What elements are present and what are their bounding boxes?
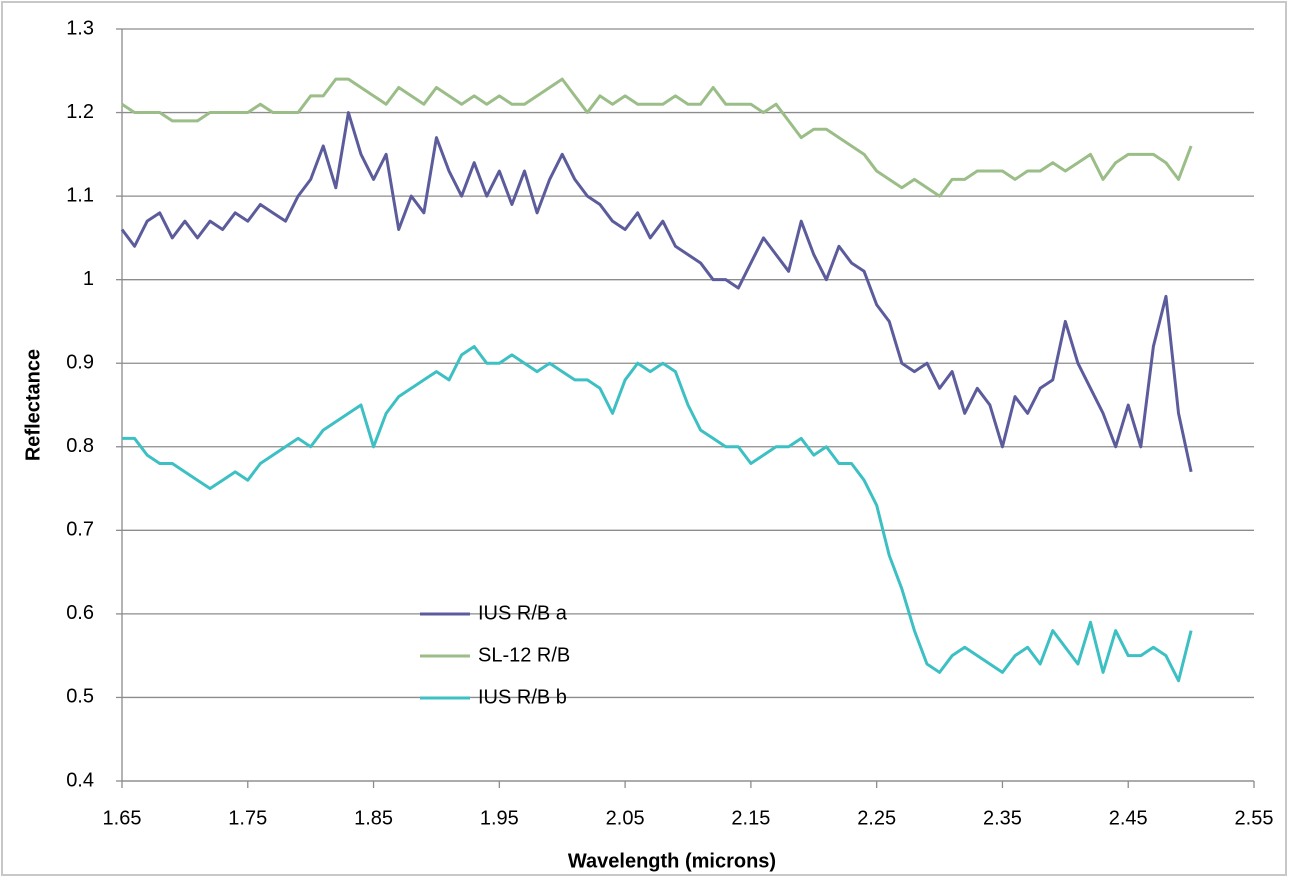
- y-tick-label: 0.9: [66, 352, 94, 374]
- x-tick-label: 1.65: [103, 807, 142, 829]
- y-tick-label: 1.1: [66, 184, 94, 206]
- data-line: [120, 111, 1193, 473]
- x-axis-label: Wavelength (microns): [568, 850, 776, 872]
- x-tick-label: 2.45: [1109, 807, 1148, 829]
- y-tick-label: 1.3: [66, 17, 94, 39]
- y-tick-label: 0.5: [66, 686, 94, 708]
- y-tick-label: 0.8: [66, 435, 94, 457]
- legend-label: IUS R/B b: [478, 686, 567, 708]
- x-tick-label: 2.05: [606, 807, 645, 829]
- y-tick-label: 1: [83, 268, 94, 290]
- x-tick-label: 1.95: [480, 807, 519, 829]
- x-tick-label: 1.85: [354, 807, 393, 829]
- x-tick-label: 2.15: [731, 807, 770, 829]
- x-tick-label: 2.35: [983, 807, 1022, 829]
- y-axis-label: Reflectance: [22, 349, 44, 461]
- legend-label: IUS R/B a: [478, 602, 568, 624]
- y-tick-label: 0.4: [66, 769, 94, 791]
- data-line: [122, 345, 1193, 683]
- y-tick-label: 1.2: [66, 101, 94, 123]
- data-line: [121, 77, 1193, 198]
- x-tick-label: 2.55: [1235, 807, 1274, 829]
- y-tick-label: 0.7: [66, 519, 94, 541]
- x-tick-label: 2.25: [857, 807, 896, 829]
- x-tick-label: 1.75: [228, 807, 267, 829]
- y-tick-label: 0.6: [66, 602, 94, 624]
- legend-label: SL-12 R/B: [478, 644, 570, 666]
